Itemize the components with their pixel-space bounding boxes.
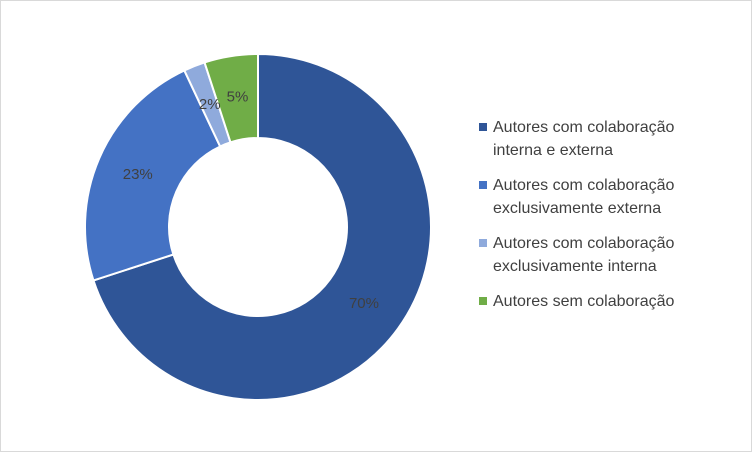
- legend-label-line: exclusivamente externa: [493, 200, 662, 217]
- legend-label: Autores com colaboração interna e externa: [493, 116, 674, 162]
- donut-slice: [92, 52, 432, 401]
- legend-swatch: [479, 297, 487, 305]
- legend-item: Autores com colaboração exclusivamente in…: [479, 232, 739, 278]
- data-label: 2%: [199, 96, 221, 113]
- legend-swatch: [479, 239, 487, 247]
- legend-label-line: Autores com colaboração: [493, 235, 675, 252]
- legend-label-line: Autores sem colaboração: [493, 293, 675, 310]
- legend-label: Autores com colaboração exclusivamente ex…: [493, 174, 674, 220]
- data-label: 5%: [227, 89, 249, 106]
- legend-label-line: exclusivamente interna: [493, 258, 657, 275]
- legend-label: Autores sem colaboração: [493, 290, 674, 313]
- legend-label-line: Autores com colaboração: [493, 119, 675, 136]
- data-labels: 70% 23% 2% 5%: [123, 89, 379, 312]
- legend-label-line: interna e externa: [493, 142, 614, 159]
- donut-slice: [203, 52, 259, 144]
- legend-item: Autores com colaboração interna e externa: [479, 116, 739, 162]
- legend-label-line: Autores com colaboração: [493, 177, 675, 194]
- donut-slice: [84, 69, 222, 282]
- legend-swatch: [479, 181, 487, 189]
- legend-item: Autores com colaboração exclusivamente ex…: [479, 174, 739, 220]
- donut-slices: [84, 52, 432, 401]
- legend-item: Autores sem colaboração: [479, 290, 739, 313]
- legend: Autores com colaboração interna e externa…: [479, 116, 739, 325]
- legend-swatch: [479, 123, 487, 131]
- legend-label: Autores com colaboração exclusivamente in…: [493, 232, 674, 278]
- data-label: 23%: [123, 166, 153, 183]
- data-label: 70%: [349, 295, 379, 312]
